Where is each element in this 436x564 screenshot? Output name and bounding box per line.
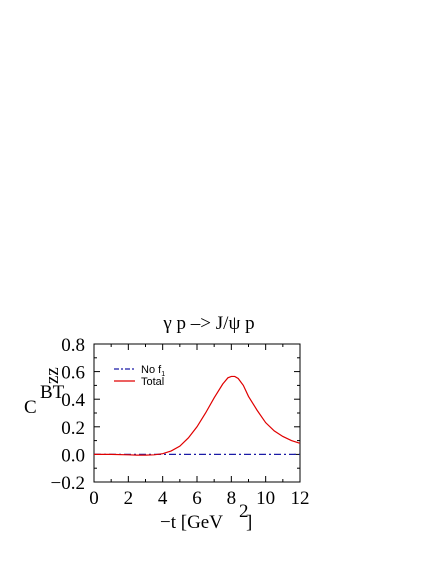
x-tick-label: 6 (192, 488, 202, 509)
y-tick-label: −0.2 (51, 473, 85, 494)
x-tick-label: 4 (158, 488, 168, 509)
chart-title: γ p –> J/ψ p (162, 313, 254, 334)
y-tick-label: 0.2 (61, 418, 85, 439)
x-tick-label: 2 (124, 488, 134, 509)
legend-label: No f1 (141, 364, 165, 378)
legend-label: Total (141, 376, 164, 388)
axis-ticks: 0 2 4 6 8 10 12 −0.2 0.0 0.2 0.4 0.6 0.8 (51, 335, 310, 509)
x-axis-label-end: ] (246, 512, 252, 533)
x-tick-label: 0 (89, 488, 99, 509)
y-tick-label: 0.0 (61, 445, 85, 466)
y-tick-label: 0.8 (61, 335, 85, 356)
y-axis-label: C BT zz (24, 367, 65, 418)
x-tick-label: 10 (256, 488, 275, 509)
y-axis-label-sup: BT (40, 382, 65, 403)
plot-frame (93, 343, 301, 483)
series-line-total (94, 375, 301, 456)
legend-label-sub: 1 (161, 371, 165, 378)
y-axis-label-sub: zz (42, 367, 63, 384)
y-tick-label: 0.4 (61, 390, 85, 411)
series-lines (94, 375, 301, 456)
y-tick-label: 0.6 (61, 363, 85, 384)
x-tick-label: 12 (291, 488, 310, 509)
x-axis-label: −t [GeV 2 ] (160, 501, 252, 533)
x-tick-label: 8 (227, 488, 237, 509)
x-axis-label-main: −t [GeV (160, 512, 223, 533)
x-axis-label-sup: 2 (239, 501, 249, 522)
y-axis-label-main: C (24, 397, 37, 418)
